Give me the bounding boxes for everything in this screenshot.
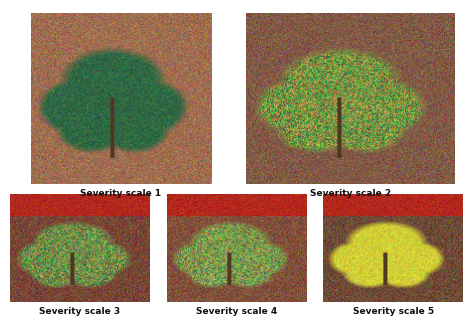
Text: Severity scale 5: Severity scale 5 [353,307,434,316]
Text: Severity scale 4: Severity scale 4 [196,307,278,316]
Text: Severity scale 2: Severity scale 2 [310,189,392,198]
Text: Severity scale 3: Severity scale 3 [38,307,120,316]
Text: Severity scale 1: Severity scale 1 [80,189,162,198]
